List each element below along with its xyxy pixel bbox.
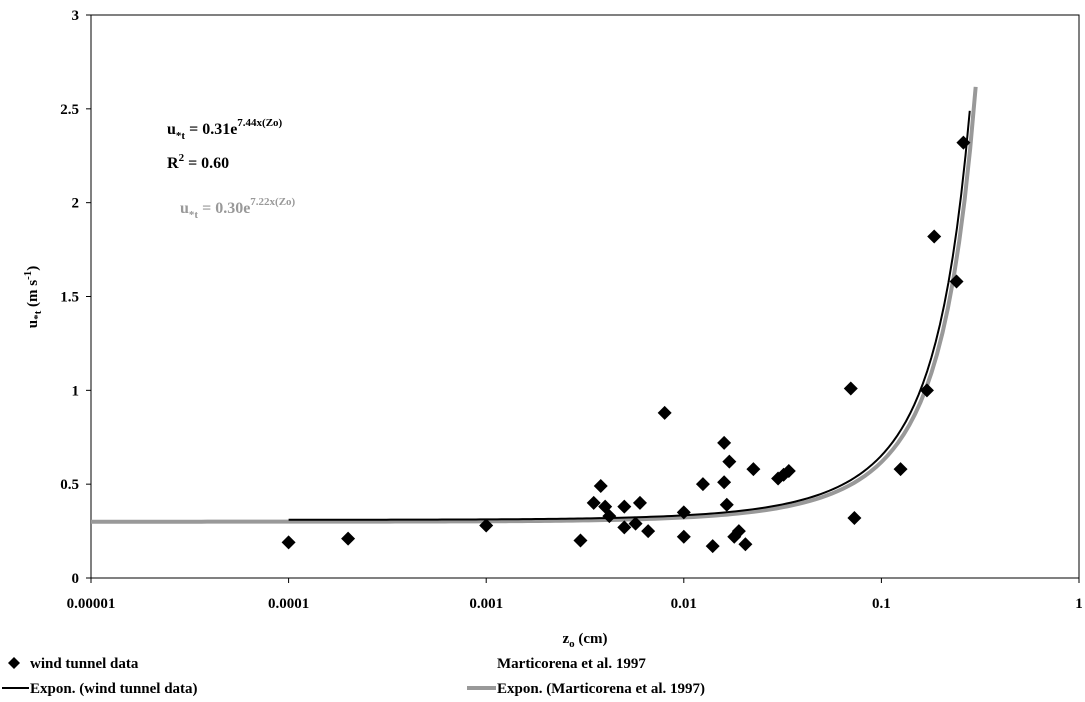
r-squared-label: R2 = 0.60 [167,152,229,172]
x-tick-label: 0.01 [671,596,697,612]
data-point [573,533,588,548]
data-point [676,529,691,544]
data-point [602,509,617,524]
data-point [719,497,734,512]
data-point [843,381,858,396]
data-point [632,495,647,510]
data-point [695,477,710,492]
x-tick-label: 0.001 [469,596,503,612]
data-point [847,510,862,525]
legend-label: Expon. (Marticorena et al. 1997) [497,681,705,697]
legend-label: wind tunnel data [30,656,139,672]
data-point [717,475,732,490]
data-point [949,274,964,289]
data-point [617,499,632,514]
y-tick-label: 2.5 [60,102,79,118]
equation-marticorena: u*t = 0.30e7.22x(Zo) [180,196,296,221]
x-tick-label: 0.1 [872,596,891,612]
legend: wind tunnel data Marticorena et al. 1997… [2,656,705,697]
legend-item-expon-marticorena: Expon. (Marticorena et al. 1997) [467,681,705,697]
data-point [641,524,656,539]
equation-wind-tunnel: u*t = 0.31e7.44x(Zo) [167,117,283,142]
y-tick-label: 0 [72,571,80,587]
y-axis: 0 0.5 1 1.5 2 2.5 3 [60,8,91,587]
data-point [657,405,672,420]
data-point [341,531,356,546]
legend-diamond-marker [8,657,20,669]
legend-label: Marticorena et al. 1997 [497,656,646,672]
data-point [746,462,761,477]
data-point [781,464,796,479]
data-point [919,383,934,398]
data-point [722,454,737,469]
legend-item-wind-tunnel-data: wind tunnel data [8,656,139,672]
x-tick-label: 0.00001 [67,596,116,612]
data-point [717,435,732,450]
x-axis-label: zo (cm) [562,631,607,650]
data-point [956,135,971,150]
data-point [705,539,720,554]
legend-item-expon-wind-tunnel: Expon. (wind tunnel data) [2,681,198,697]
data-point [281,535,296,550]
y-tick-label: 1 [72,383,80,399]
data-point [628,516,643,531]
marticorena-fit-line [91,86,978,524]
data-point [731,524,746,539]
data-point [479,518,494,533]
y-axis-label: u*t (m s-1) [22,266,44,329]
x-tick-label: 0.0001 [268,596,309,612]
x-tick-label: 1 [1075,596,1083,612]
x-axis: 0.00001 0.0001 0.001 0.01 0.1 1 [67,578,1083,612]
wind-tunnel-fit-line [288,110,971,521]
data-point [927,229,942,244]
data-point [617,520,632,535]
y-tick-label: 2 [72,196,80,212]
data-point [738,537,753,552]
data-point [676,505,691,520]
data-point [593,479,608,494]
y-tick-label: 0.5 [60,477,79,493]
y-tick-label: 3 [72,8,80,24]
y-tick-label: 1.5 [60,290,79,306]
legend-label: Expon. (wind tunnel data) [30,681,198,697]
data-point [893,462,908,477]
data-point [586,495,601,510]
plot-area [90,14,1080,579]
wind-tunnel-points [281,135,971,554]
legend-item-marticorena: Marticorena et al. 1997 [497,656,646,672]
